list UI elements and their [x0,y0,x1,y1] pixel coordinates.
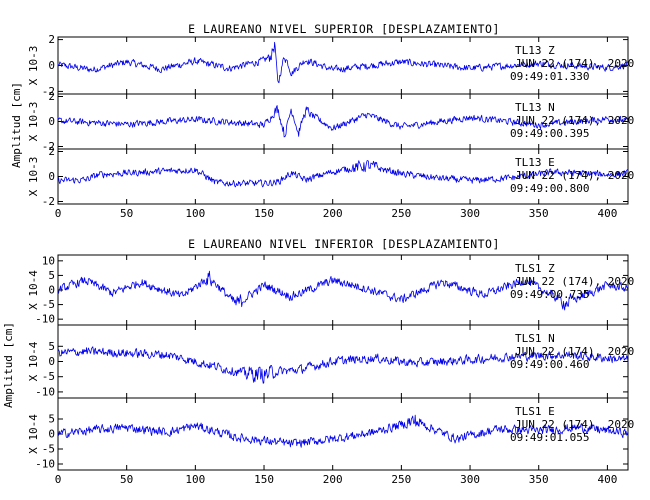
x-tick-label: 150 [254,473,274,486]
y-tick-label: -2 [42,195,55,208]
time-label: 09:49:00.800 [510,182,589,195]
y-tick-label: 10 [42,254,55,267]
nivel-superior-chart: E LAUREANO NIVEL SUPERIOR [DESPLAZAMIENT… [10,22,634,220]
x-tick-label: 100 [185,207,205,220]
x-tick-label: 300 [460,207,480,220]
x-tick-label: 350 [529,473,549,486]
y-tick-label: -5 [42,298,55,311]
station-label: TL13 E [515,156,555,169]
x-tick-label: 50 [120,473,133,486]
waveform-trace [57,160,629,188]
x-tick-label: 100 [185,473,205,486]
station-label: TLS1 N [515,332,555,345]
x-tick-label: 400 [597,473,617,486]
x-tick-label: 200 [323,207,343,220]
date-label: JUN 22 (174), 2020 [515,114,634,127]
station-label: TLS1 Z [515,262,555,275]
x-tick-label: 200 [323,473,343,486]
date-label: JUN 22 (174), 2020 [515,169,634,182]
time-label: 09:49:01.055 [510,431,589,444]
y-tick-label: 2 [48,33,55,46]
waveform-trace [57,346,629,384]
station-label: TLS1 E [515,405,555,418]
scale-label: X 10-3 [27,46,40,86]
x-tick-label: 300 [460,473,480,486]
x-tick-label: 0 [55,473,62,486]
x-tick-label: 50 [120,207,133,220]
x-tick-label: 150 [254,207,274,220]
date-label: JUN 22 (174), 2020 [515,418,634,431]
nivel-inferior-chart: E LAUREANO NIVEL INFERIOR [DESPLAZAMIENT… [2,237,634,486]
time-label: 09:49:00.735 [510,288,589,301]
y-tick-label: -2 [42,85,55,98]
x-tick-label: 250 [391,473,411,486]
date-label: JUN 22 (174), 2020 [515,275,634,288]
y-axis-label: Amplitud [cm] [2,322,15,408]
waveform-trace [57,270,629,311]
station-label: TL13 N [515,101,555,114]
x-tick-label: 400 [597,207,617,220]
chart-title: E LAUREANO NIVEL SUPERIOR [DESPLAZAMIENT… [188,22,500,36]
y-tick-label: -2 [42,140,55,153]
waveform-trace [57,41,629,84]
y-tick-label: -5 [42,370,55,383]
y-tick-label: -10 [35,458,55,471]
y-tick-label: 0 [48,355,55,368]
chart-title: E LAUREANO NIVEL INFERIOR [DESPLAZAMIENT… [188,237,500,251]
waveform-trace [57,414,629,448]
time-label: 09:49:01.330 [510,70,589,83]
time-label: 09:49:00.460 [510,358,589,371]
y-tick-label: -10 [35,385,55,398]
scale-label: X 10-4 [27,270,40,310]
y-tick-label: 5 [48,340,55,353]
y-tick-label: 0 [48,59,55,72]
scale-label: X 10-3 [27,102,40,142]
date-label: JUN 22 (174), 2020 [515,345,634,358]
scale-label: X 10-4 [27,341,40,381]
y-tick-label: 0 [48,428,55,441]
y-tick-label: 0 [48,284,55,297]
scale-label: X 10-3 [27,157,40,197]
station-label: TL13 Z [515,44,555,57]
y-axis-label: Amplitud [cm] [10,82,23,168]
waveform-trace [57,105,629,138]
y-tick-label: -5 [42,443,55,456]
y-tick-label: 5 [48,269,55,282]
y-tick-label: 2 [48,90,55,103]
scale-label: X 10-4 [27,414,40,454]
time-label: 09:49:00.395 [510,127,589,140]
x-tick-label: 0 [55,207,62,220]
x-tick-label: 350 [529,207,549,220]
y-tick-label: 0 [48,115,55,128]
x-tick-label: 250 [391,207,411,220]
y-tick-label: -10 [35,313,55,326]
date-label: JUN 22 (174), 2020 [515,57,634,70]
y-tick-label: 5 [48,413,55,426]
y-tick-label: 2 [48,145,55,158]
y-tick-label: 0 [48,170,55,183]
